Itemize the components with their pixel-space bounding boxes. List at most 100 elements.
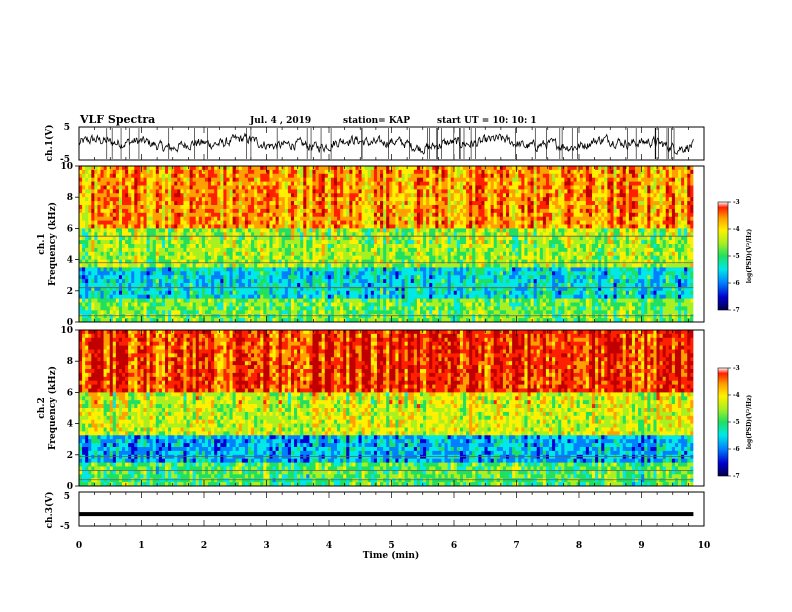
spectrogram-cell bbox=[143, 173, 147, 179]
spectrogram-cell bbox=[232, 216, 237, 221]
spectrogram-cell bbox=[638, 240, 642, 245]
spectrogram-cell bbox=[217, 220, 221, 225]
spectrogram-cell bbox=[462, 240, 467, 245]
spectrogram-cell bbox=[195, 220, 200, 225]
spectrogram-cell bbox=[641, 236, 645, 241]
spectrogram-cell bbox=[269, 193, 273, 198]
spectrogram-cell bbox=[315, 236, 319, 241]
spectrogram-cell bbox=[180, 240, 184, 245]
spectrogram-cell bbox=[466, 251, 470, 257]
spectrogram-cell bbox=[330, 189, 335, 194]
spectrogram-cell bbox=[533, 189, 538, 194]
spectrogram-cell bbox=[674, 212, 679, 218]
spectrogram-cell bbox=[521, 220, 525, 225]
spectrogram-cell bbox=[453, 228, 458, 233]
spectrogram-cell bbox=[398, 255, 402, 260]
spectrogram-cell bbox=[628, 173, 633, 179]
spectrogram-cell bbox=[671, 255, 676, 260]
spectrogram-cell bbox=[330, 224, 335, 229]
spectrogram-cell bbox=[638, 247, 642, 253]
spectrogram-cell bbox=[604, 244, 608, 249]
spectrogram-cell bbox=[502, 166, 507, 171]
spectrogram-cell bbox=[134, 251, 138, 257]
spectrogram-cell bbox=[499, 247, 504, 253]
spectrogram-cell bbox=[131, 247, 135, 253]
spectrogram-cell bbox=[466, 173, 470, 179]
spectrogram-cell bbox=[281, 259, 286, 264]
spectrogram-cell bbox=[238, 205, 243, 210]
spectrogram-cell bbox=[370, 216, 375, 221]
spectrogram-cell bbox=[214, 251, 218, 257]
spectrogram-cell bbox=[254, 185, 258, 190]
spectrogram-cell bbox=[131, 205, 135, 210]
spectrogram-cell bbox=[149, 166, 154, 171]
spectrogram-cell bbox=[490, 185, 495, 190]
spectrogram-cell bbox=[398, 220, 402, 225]
spectrogram-cell bbox=[545, 193, 550, 198]
spectrogram-cell bbox=[435, 166, 439, 171]
spectrogram-cell bbox=[398, 232, 402, 237]
spectrogram-cell bbox=[413, 236, 418, 241]
spectrogram-cell bbox=[665, 205, 670, 210]
spectrogram-cell bbox=[220, 228, 224, 233]
spectrogram-cell bbox=[435, 169, 439, 175]
spectrogram-cell bbox=[238, 181, 243, 186]
spectrogram-cell bbox=[662, 205, 667, 210]
spectrogram-cell bbox=[226, 220, 230, 225]
spectrogram-cell bbox=[386, 173, 390, 179]
spectrogram-cell bbox=[287, 185, 292, 190]
spectrogram-cell bbox=[530, 224, 535, 229]
spectrogram-cell bbox=[349, 220, 353, 225]
spectrogram-cell bbox=[346, 189, 350, 194]
spectrogram-cell bbox=[635, 177, 639, 182]
spectrogram-cell bbox=[555, 185, 559, 190]
spectrogram-cell bbox=[112, 236, 117, 241]
spectrogram-cell bbox=[641, 169, 645, 175]
spectrogram-cell bbox=[155, 232, 160, 237]
spectrogram-cell bbox=[604, 228, 608, 233]
spectrogram-cell bbox=[662, 228, 667, 233]
spectrogram-cell bbox=[475, 173, 479, 179]
spectrogram-cell bbox=[380, 236, 384, 241]
spectrogram-cell bbox=[459, 259, 464, 264]
spectrogram-cell bbox=[324, 240, 329, 245]
spectrogram-cell bbox=[610, 224, 614, 229]
spectrogram-cell bbox=[509, 216, 513, 221]
spectrogram-cell bbox=[456, 224, 461, 229]
spectrogram-cell bbox=[690, 208, 694, 214]
spectrogram-cell bbox=[217, 189, 221, 194]
spectrogram-cell bbox=[254, 224, 258, 229]
spectrogram-cell bbox=[653, 224, 657, 229]
spectrogram-cell bbox=[186, 228, 190, 233]
spectrogram-cell bbox=[567, 185, 571, 190]
spectrogram-cell bbox=[459, 247, 464, 253]
spectrogram-cell bbox=[641, 244, 645, 249]
spectrogram-cell bbox=[444, 201, 449, 206]
spectrogram-cell bbox=[183, 236, 187, 241]
spectrogram-cell bbox=[82, 232, 86, 237]
spectrogram-cell bbox=[515, 189, 519, 194]
spectrogram-cell bbox=[229, 236, 233, 241]
spectrogram-cell bbox=[195, 232, 200, 237]
spectrogram-cell bbox=[324, 220, 329, 225]
spectrogram-cell bbox=[309, 177, 313, 182]
spectrogram-cell bbox=[380, 216, 384, 221]
spectrogram-cell bbox=[337, 177, 341, 182]
spectrogram-cell bbox=[82, 251, 86, 257]
spectrogram-cell bbox=[515, 185, 519, 190]
spectrogram-cell bbox=[404, 189, 409, 194]
spectrogram-cell bbox=[226, 251, 230, 257]
spectrogram-cell bbox=[592, 251, 596, 257]
spectrogram-cell bbox=[521, 208, 525, 214]
spectrogram-cell bbox=[211, 228, 215, 233]
spectrogram-cell bbox=[419, 220, 424, 225]
spectrogram-cell bbox=[337, 166, 341, 171]
spectrogram-cell bbox=[638, 181, 642, 186]
spectrogram-cell bbox=[659, 193, 664, 198]
spectrogram-cell bbox=[641, 193, 645, 198]
spectrogram-cell bbox=[287, 240, 292, 245]
spectrogram-cell bbox=[432, 232, 436, 237]
spectrogram-cell bbox=[429, 197, 433, 202]
spectrogram-cell bbox=[607, 201, 611, 206]
spectrogram-cell bbox=[478, 166, 482, 171]
